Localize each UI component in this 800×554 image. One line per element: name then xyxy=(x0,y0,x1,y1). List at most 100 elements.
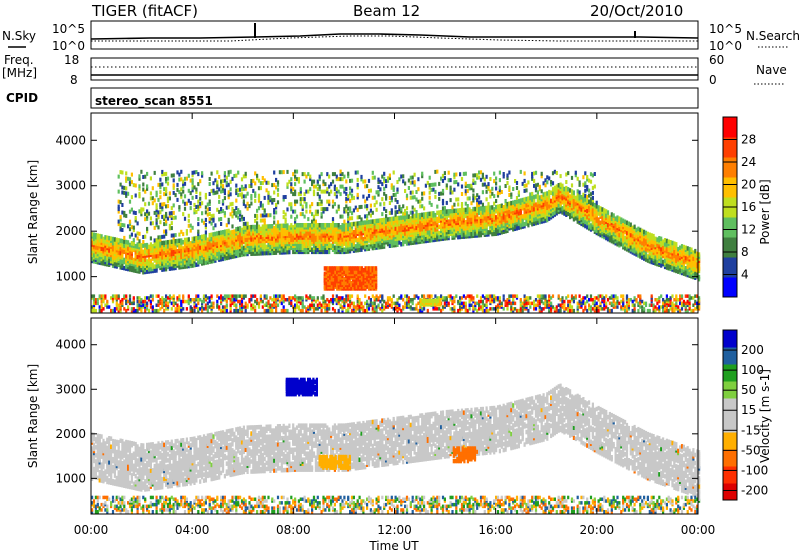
power-cell xyxy=(174,301,177,306)
power-cell xyxy=(455,294,458,298)
power-cell xyxy=(424,236,427,242)
power-cell xyxy=(218,187,221,192)
power-cell xyxy=(531,195,534,200)
power-cell xyxy=(168,191,171,196)
nsky-panel-frame xyxy=(90,20,699,50)
power-cell xyxy=(350,294,354,298)
power-cell xyxy=(434,189,437,194)
power-cell xyxy=(468,307,471,311)
power-cell xyxy=(349,222,352,227)
power-cell xyxy=(341,247,344,252)
power-cell xyxy=(299,212,302,217)
power-cell xyxy=(220,301,223,306)
power-cell xyxy=(225,247,228,252)
power-cell xyxy=(159,182,162,187)
power-cell xyxy=(189,305,192,309)
power-cell xyxy=(314,307,317,311)
power-cell xyxy=(314,231,317,236)
power-cell xyxy=(333,184,336,189)
power-cell xyxy=(113,307,116,311)
power-cell xyxy=(297,305,300,309)
power-cell xyxy=(138,269,141,274)
power-cell xyxy=(326,207,329,212)
power-cell xyxy=(413,307,416,311)
power-cell xyxy=(111,299,115,304)
power-cell xyxy=(371,227,374,232)
power-cell xyxy=(187,213,190,218)
power-cell xyxy=(240,308,244,313)
power-cell xyxy=(309,241,312,246)
power-cell xyxy=(189,299,192,304)
power-cell xyxy=(531,301,534,306)
power-cell xyxy=(468,183,471,188)
power-cell xyxy=(421,294,424,298)
power-cell xyxy=(239,307,242,311)
power-cell xyxy=(140,298,143,302)
power-cell xyxy=(128,219,132,224)
power-cell xyxy=(377,303,380,307)
power-cell xyxy=(208,251,211,256)
power-cell xyxy=(163,222,166,227)
power-cell xyxy=(350,308,354,313)
power-cell xyxy=(278,240,281,245)
power-cell xyxy=(216,299,219,304)
power-cell xyxy=(252,303,255,307)
power-cell xyxy=(276,294,280,298)
power-cell xyxy=(165,229,168,234)
power-cell xyxy=(534,298,538,302)
power-cell xyxy=(305,202,308,207)
power-cell xyxy=(106,299,109,304)
power-cell xyxy=(275,177,278,182)
power-cell xyxy=(210,255,213,260)
power-cell xyxy=(172,303,175,307)
power-cell xyxy=(407,299,410,304)
power-cell xyxy=(227,296,230,300)
power-cell xyxy=(136,305,139,309)
power-cell xyxy=(108,252,111,257)
power-cell xyxy=(356,299,359,304)
power-cell xyxy=(220,207,223,211)
power-cell xyxy=(182,296,185,300)
power-cell xyxy=(166,204,170,209)
power-cell xyxy=(128,209,132,214)
power-cell xyxy=(168,213,171,218)
power-cell xyxy=(225,233,228,238)
power-cell xyxy=(343,174,346,179)
power-cell xyxy=(478,200,481,205)
power-cell xyxy=(453,172,456,177)
power-cell xyxy=(225,223,228,228)
power-cell xyxy=(400,174,403,179)
power-cell xyxy=(149,216,152,221)
power-cell xyxy=(402,179,405,184)
power-cell xyxy=(166,181,170,186)
power-cell xyxy=(161,296,164,300)
power-cell xyxy=(237,170,240,175)
power-cell xyxy=(294,199,297,204)
power-cell xyxy=(347,303,350,307)
power-cell xyxy=(510,305,513,309)
power-cell xyxy=(242,249,245,255)
power-cell xyxy=(155,210,158,215)
power-cell xyxy=(117,199,120,204)
power-cell xyxy=(267,305,270,309)
power-cell xyxy=(426,211,429,217)
power-cell xyxy=(521,301,524,306)
power-cell xyxy=(216,231,219,236)
power-cell xyxy=(343,207,346,212)
power-cell xyxy=(235,213,238,218)
power-cell xyxy=(472,188,475,193)
power-cell xyxy=(447,178,450,183)
power-cell xyxy=(367,211,371,216)
power-cell xyxy=(168,262,171,267)
power-cell xyxy=(462,171,465,176)
power-cell xyxy=(409,190,412,195)
power-cell xyxy=(265,224,268,229)
power-cell xyxy=(470,233,473,239)
power-cell xyxy=(506,201,509,207)
power-cell xyxy=(282,170,285,175)
power-cell xyxy=(424,212,427,217)
power-cell xyxy=(440,308,443,313)
power-cell xyxy=(288,301,291,306)
power-cell xyxy=(415,213,418,218)
power-cell xyxy=(191,188,194,193)
